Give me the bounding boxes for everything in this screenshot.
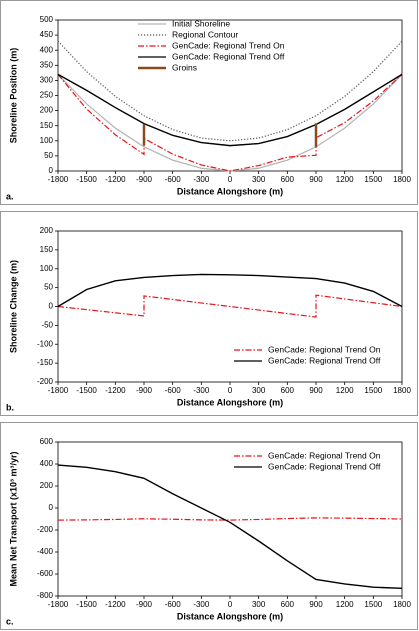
series-line [57,73,403,172]
y-tick-label: -200 [37,525,54,534]
series-line [57,273,403,308]
y-tick-label: -100 [37,339,54,348]
x-tick-label: -600 [165,386,182,395]
y-tick-label: 500 [40,15,54,24]
x-tick-label: -1800 [48,600,69,609]
y-tick-label: 200 [40,106,54,115]
x-tick-label: -1200 [105,600,126,609]
x-tick-label: 1800 [393,600,411,609]
series-line [57,73,403,172]
y-tick-label: 600 [40,437,54,446]
x-tick-label: -1800 [48,175,69,184]
y-tick-label: 0 [49,302,54,311]
y-tick-label: 100 [40,136,54,145]
y-tick-label: -200 [37,377,54,386]
y-tick-label: -600 [37,569,54,578]
y-tick-label: 350 [40,60,54,69]
y-tick-label: 0 [49,166,54,175]
y-tick-label: 200 [40,226,54,235]
x-tick-label: 0 [228,175,233,184]
legend-label: GenCade: Regional Trend On [268,344,381,354]
x-tick-label: -1500 [76,175,97,184]
x-tick-label: 600 [281,175,295,184]
x-tick-label: 900 [309,600,323,609]
x-tick-label: -900 [136,600,153,609]
panel-frame [0,422,418,630]
x-tick-label: 900 [309,175,323,184]
x-tick-label: -900 [136,386,153,395]
y-tick-label: 100 [40,264,54,273]
y-tick-label: 200 [40,481,54,490]
y-tick-label: 400 [40,45,54,54]
series-line [57,73,403,147]
x-axis-label: Distance Alongshore (m) [177,611,283,621]
y-tick-label: 150 [40,245,54,254]
y-tick-label: 50 [44,151,53,160]
x-tick-label: 1800 [393,175,411,184]
series-line [57,517,403,521]
x-axis-label: Distance Alongshore (m) [177,186,283,196]
x-tick-label: 1500 [364,175,382,184]
x-tick-label: -1800 [48,386,69,395]
panel-frame [0,0,418,205]
panel-label: c. [6,616,14,626]
x-tick-label: 900 [309,386,323,395]
x-tick-label: -1200 [105,175,126,184]
x-tick-label: 1200 [336,175,354,184]
x-tick-label: 1500 [364,386,382,395]
x-tick-label: 300 [252,386,266,395]
legend-label: Regional Contour [172,29,238,39]
series-line [57,40,403,142]
y-tick-label: 400 [40,459,54,468]
y-tick-label: 0 [49,503,54,512]
x-tick-label: -300 [193,175,210,184]
x-tick-label: 1200 [336,386,354,395]
x-axis-label: Distance Alongshore (m) [177,397,283,407]
y-tick-label: -400 [37,547,54,556]
legend-label: Initial Shoreline [172,18,230,28]
x-tick-label: -600 [165,175,182,184]
series-line [57,294,403,318]
x-tick-label: -1500 [76,386,97,395]
legend-label: GenCade: Regional Trend On [172,40,285,50]
x-tick-label: 1200 [336,600,354,609]
legend-label: Groins [172,62,197,72]
x-tick-label: 0 [228,386,233,395]
y-axis-label: Shoreline Change (m) [8,260,18,353]
y-tick-label: 50 [44,283,53,292]
y-tick-label: 150 [40,121,54,130]
legend-label: GenCade: Regional Trend Off [268,461,381,471]
x-tick-label: 600 [281,386,295,395]
y-tick-label: -800 [37,591,54,600]
y-axis-label: Mean Net Transport (x10³ m³/yr) [8,451,18,586]
x-tick-label: 1500 [364,600,382,609]
x-tick-label: -1500 [76,600,97,609]
x-tick-label: 0 [228,600,233,609]
x-tick-label: -300 [193,386,210,395]
series-line [57,464,403,589]
panel-label: a. [6,191,14,201]
y-tick-label: 300 [40,76,54,85]
y-tick-label: 450 [40,30,54,39]
x-tick-label: 1800 [393,386,411,395]
legend-label: GenCade: Regional Trend On [268,450,381,460]
x-tick-label: -1200 [105,386,126,395]
panel-label: b. [6,402,14,412]
y-tick-label: -50 [41,320,53,329]
x-tick-label: -900 [136,175,153,184]
legend-label: GenCade: Regional Trend Off [172,51,285,61]
x-tick-label: 300 [252,600,266,609]
x-tick-label: 600 [281,600,295,609]
y-tick-label: 250 [40,91,54,100]
x-tick-label: -600 [165,600,182,609]
x-tick-label: 300 [252,175,266,184]
x-tick-label: -300 [193,600,210,609]
y-tick-label: -150 [37,358,54,367]
legend-label: GenCade: Regional Trend Off [268,355,381,365]
panel-frame [0,211,418,416]
y-axis-label: Shoreline Position (m) [8,48,18,144]
